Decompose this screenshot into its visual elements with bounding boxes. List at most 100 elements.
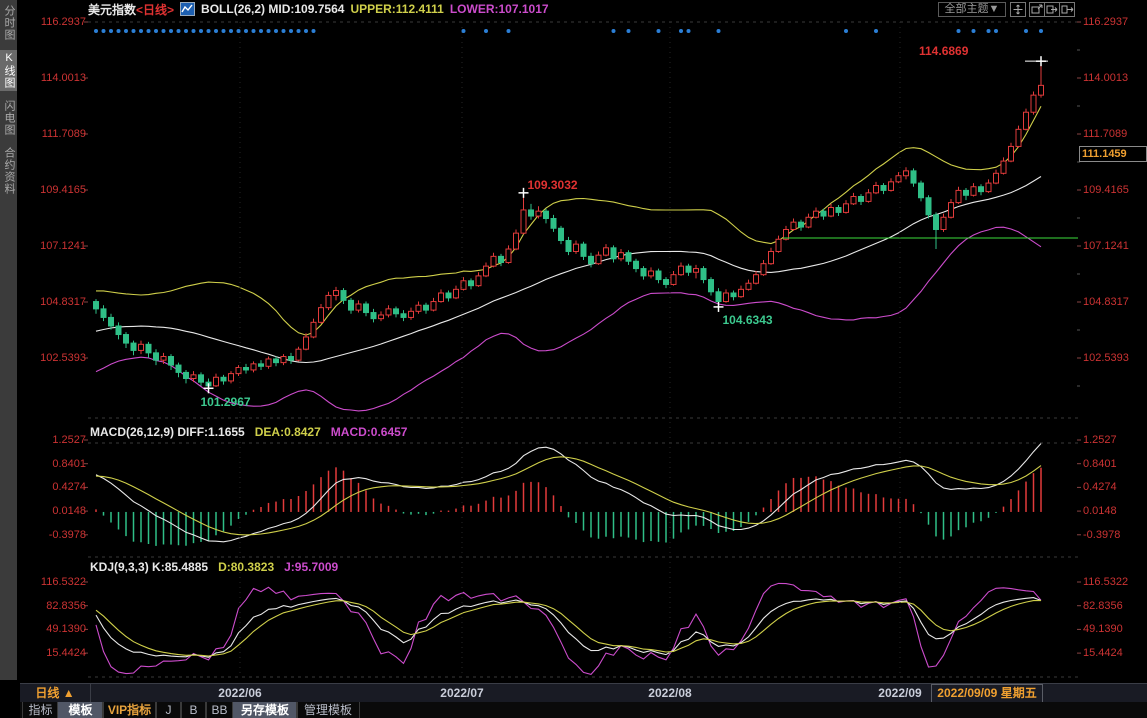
event-dot-icon[interactable]	[236, 29, 241, 33]
candle	[1000, 160, 1007, 174]
event-dot-icon[interactable]	[206, 29, 211, 33]
kdj-j-value: J:95.7009	[284, 560, 339, 574]
event-dot-icon[interactable]	[626, 29, 631, 33]
event-dot-icon[interactable]	[956, 29, 961, 33]
event-dot-icon[interactable]	[199, 29, 203, 33]
event-dot-icon[interactable]	[169, 29, 173, 33]
event-dot-icon[interactable]	[304, 29, 308, 33]
event-dot-icon[interactable]	[161, 29, 166, 33]
candle	[288, 356, 294, 361]
candle	[483, 265, 489, 277]
event-dot-icon[interactable]	[146, 29, 151, 33]
kdj-header[interactable]: KDJ(9,3,3) K:85.4885 D:80.3823 J:95.7009	[90, 560, 338, 574]
export-icon[interactable]	[1059, 2, 1075, 17]
event-dot-icon[interactable]	[214, 29, 218, 33]
event-dot-icon[interactable]	[679, 29, 683, 33]
axis-label: 0.8401	[52, 457, 86, 470]
event-dot-icon[interactable]	[296, 29, 301, 33]
event-dot-icon[interactable]	[994, 29, 998, 33]
event-dot-icon[interactable]	[311, 29, 316, 33]
candle	[843, 203, 849, 213]
event-dot-icon[interactable]	[874, 29, 878, 33]
event-dot-icon[interactable]	[656, 29, 661, 33]
event-dot-icon[interactable]	[274, 29, 278, 33]
tab-manage-templates[interactable]: 管理模板	[296, 702, 360, 718]
tab-b[interactable]: B	[180, 702, 207, 718]
current-date-box[interactable]: 2022/09/09 星期五	[931, 684, 1043, 703]
candle	[333, 290, 339, 296]
candle	[303, 336, 309, 350]
event-dot-icon[interactable]	[124, 29, 128, 33]
candle	[370, 312, 377, 320]
event-dot-icon[interactable]	[716, 29, 721, 33]
event-dot-icon[interactable]	[971, 29, 976, 33]
event-dot-icon[interactable]	[266, 29, 271, 33]
candle	[393, 308, 399, 315]
event-dot-icon[interactable]	[281, 29, 286, 33]
candle	[250, 363, 257, 371]
candle	[573, 243, 579, 252]
event-dot-icon[interactable]	[176, 29, 181, 33]
sidebar-item-contract-info[interactable]: 合约资料	[3, 147, 15, 195]
event-dot-icon[interactable]	[611, 29, 616, 33]
event-dot-icon[interactable]	[686, 29, 691, 33]
tab-templates[interactable]: 模板	[57, 702, 104, 718]
event-dot-icon[interactable]	[1024, 29, 1028, 33]
event-dot-icon[interactable]	[101, 29, 106, 33]
event-dot-icon[interactable]	[251, 29, 256, 33]
event-dot-icon[interactable]	[244, 29, 248, 33]
kdj-d-value: D:80.3823	[218, 560, 275, 574]
theme-dropdown[interactable]: 全部主题▼	[938, 2, 1006, 17]
event-dot-icon[interactable]	[844, 29, 848, 33]
event-dot-icon[interactable]	[259, 29, 263, 33]
candle	[363, 303, 369, 314]
tab-j[interactable]: J	[155, 702, 182, 718]
macd-header[interactable]: MACD(26,12,9) DIFF:1.1655 DEA:0.8427 MAC…	[90, 425, 407, 439]
candle	[310, 321, 317, 338]
boll-indicator-label[interactable]: BOLL(26,2) MID:109.7564	[201, 2, 345, 16]
candle	[265, 358, 272, 367]
event-dot-icon[interactable]	[154, 29, 158, 33]
sidebar-item-flash-chart[interactable]: 闪电图	[3, 100, 15, 136]
sidebar-item-kline-chart[interactable]: K线图	[0, 50, 17, 91]
candle	[228, 373, 234, 382]
event-dot-icon[interactable]	[191, 29, 196, 33]
axis-label: 49.1390	[1083, 623, 1123, 636]
axis-label: 114.0013	[1083, 72, 1129, 84]
event-dot-icon[interactable]	[229, 29, 233, 33]
candle	[865, 192, 872, 202]
event-dot-icon[interactable]	[131, 29, 136, 33]
event-dot-icon[interactable]	[484, 29, 488, 33]
event-dot-icon[interactable]	[461, 29, 466, 33]
candle	[850, 196, 857, 205]
candle	[115, 325, 122, 336]
event-dot-icon[interactable]	[94, 29, 98, 33]
axis-label: 82.8356	[46, 599, 86, 612]
event-dot-icon[interactable]	[986, 29, 991, 33]
event-dot-icon[interactable]	[109, 29, 113, 33]
axis-label: 0.0148	[1083, 505, 1117, 518]
event-dot-icon[interactable]	[221, 29, 226, 33]
event-dot-icon[interactable]	[506, 29, 511, 33]
event-dot-icon[interactable]	[1039, 29, 1043, 33]
axis-label: 114.0013	[40, 72, 86, 84]
candle	[640, 268, 647, 277]
price-annotation: 101.2967	[200, 395, 251, 410]
tab-save-template[interactable]: 另存模板	[232, 702, 298, 718]
candle	[685, 265, 692, 273]
event-dot-icon[interactable]	[289, 29, 293, 33]
candle	[220, 376, 227, 382]
sidebar-item-timeline-chart[interactable]: 分时图	[3, 5, 15, 41]
tab-bb[interactable]: BB	[205, 702, 234, 718]
candle	[1038, 84, 1044, 96]
event-dot-icon[interactable]	[116, 29, 121, 33]
tab-vip-indicators[interactable]: VIP指标	[102, 702, 157, 718]
tab-indicators[interactable]: 指标	[22, 702, 59, 718]
candle	[123, 334, 129, 344]
pan-icon[interactable]	[1010, 2, 1026, 17]
date-axis-label: 2022/09	[878, 686, 922, 700]
event-dot-icon[interactable]	[184, 29, 188, 33]
event-dot-icon[interactable]	[139, 29, 143, 33]
period-selector-button[interactable]: 日线 ▲	[20, 684, 91, 703]
